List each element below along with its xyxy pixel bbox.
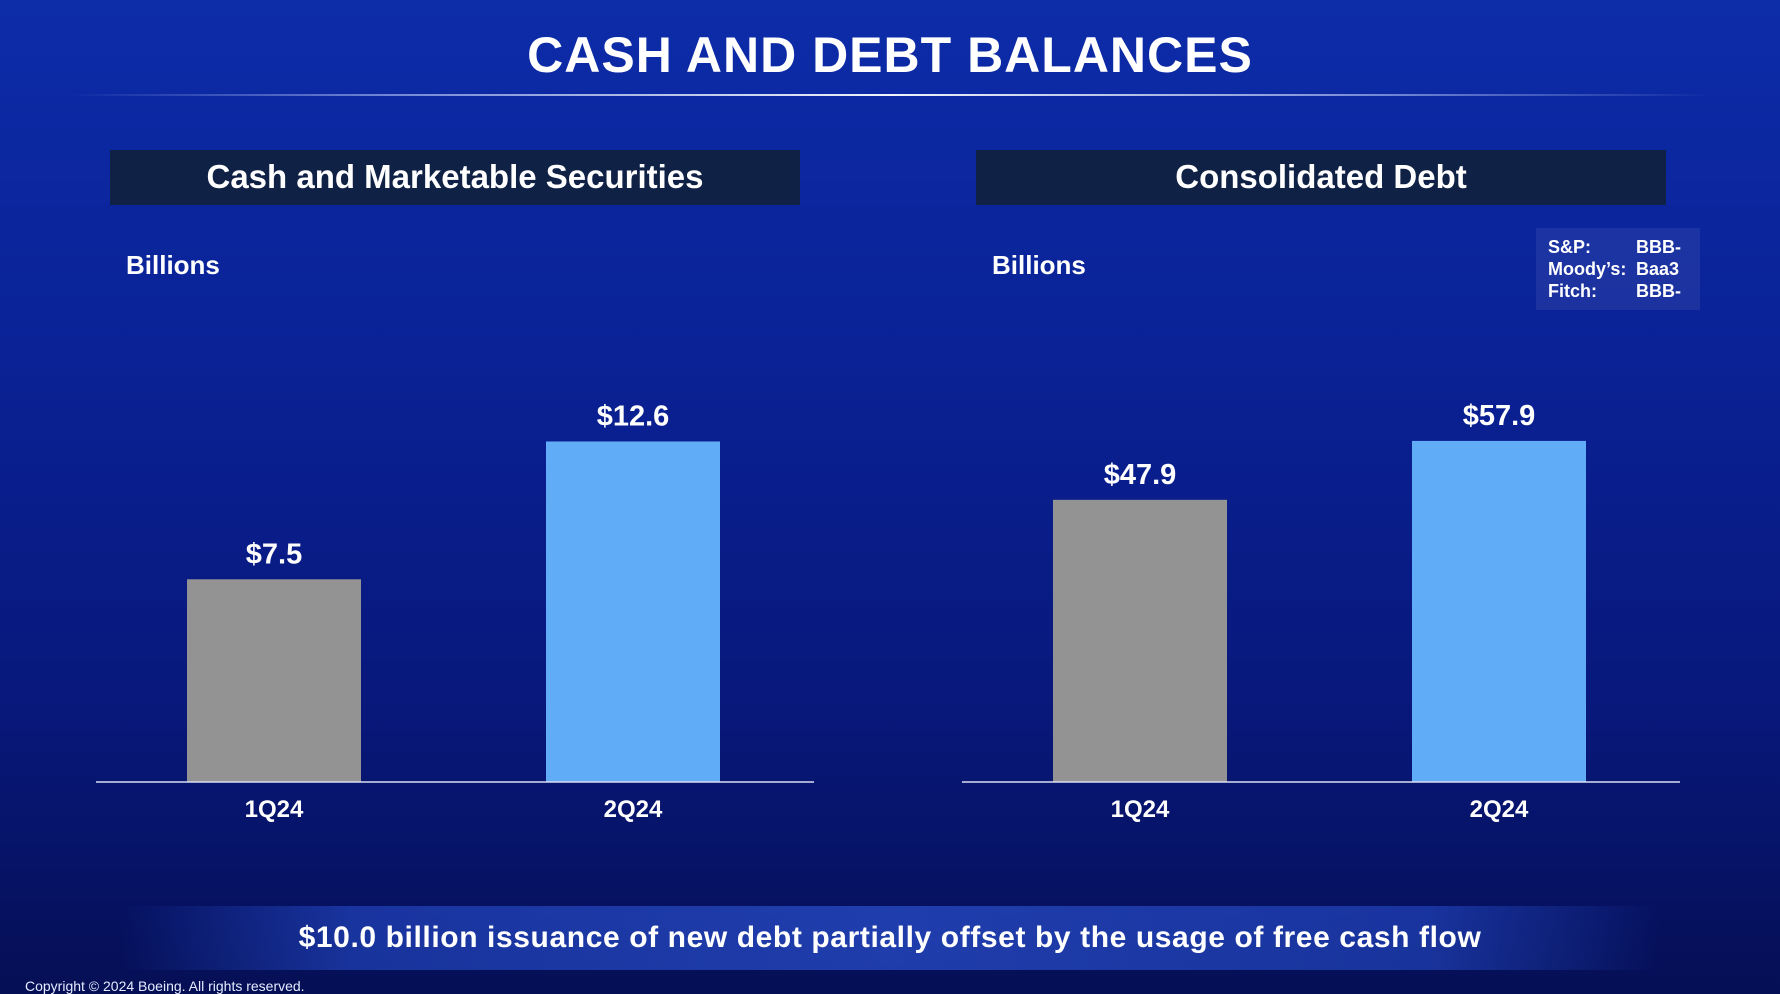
cash-chart: $7.5 1Q24 $12.6 2Q24 [96,400,814,823]
cash-panel: Cash and Marketable Securities Billions … [96,150,814,840]
title-divider [68,94,1712,96]
x-tick-label: 1Q24 [245,796,304,823]
cash-panel-header: Cash and Marketable Securities [110,150,800,205]
x-tick-label: 2Q24 [1470,796,1529,823]
rating-agency: Moody’s: [1548,259,1627,279]
rating-row-moodys: Moody’s: Baa3 [1548,258,1700,280]
rating-agency: Fitch: [1548,281,1597,301]
credit-ratings-box: S&P: BBB- Moody’s: Baa3 Fitch: BBB- [1536,228,1700,310]
rating-agency: S&P: [1548,237,1592,257]
bar-value-label: $12.6 [597,400,670,432]
cash-units-label: Billions [126,250,220,280]
bar-2q24 [546,441,720,782]
debt-panel: Consolidated Debt Billions $47.9 1Q24 $57.… [962,150,1680,840]
rating-value: BBB- [1636,281,1681,301]
slide-title: CASH AND DEBT BALANCES [527,27,1253,83]
rating-row-sp: S&P: BBB- [1548,236,1700,258]
debt-panel-header: Consolidated Debt [976,150,1666,205]
bar-2q24 [1412,440,1586,782]
summary-banner: $10.0 billion issuance of new debt parti… [120,906,1660,970]
debt-units-label: Billions [992,250,1086,280]
bar-value-label: $7.5 [246,538,302,570]
bar-1q24 [187,579,361,782]
debt-chart: $47.9 1Q24 $57.9 2Q24 [962,400,1680,823]
bar-value-label: $47.9 [1104,459,1177,491]
copyright-text: Copyright © 2024 Boeing. All rights rese… [25,978,305,994]
rating-value: Baa3 [1636,259,1680,279]
x-tick-label: 1Q24 [1111,796,1170,823]
rating-row-fitch: Fitch: BBB- [1548,280,1700,302]
rating-value: BBB- [1636,237,1681,257]
x-tick-label: 2Q24 [604,796,663,823]
bar-value-label: $57.9 [1463,400,1536,432]
bar-1q24 [1053,499,1227,782]
